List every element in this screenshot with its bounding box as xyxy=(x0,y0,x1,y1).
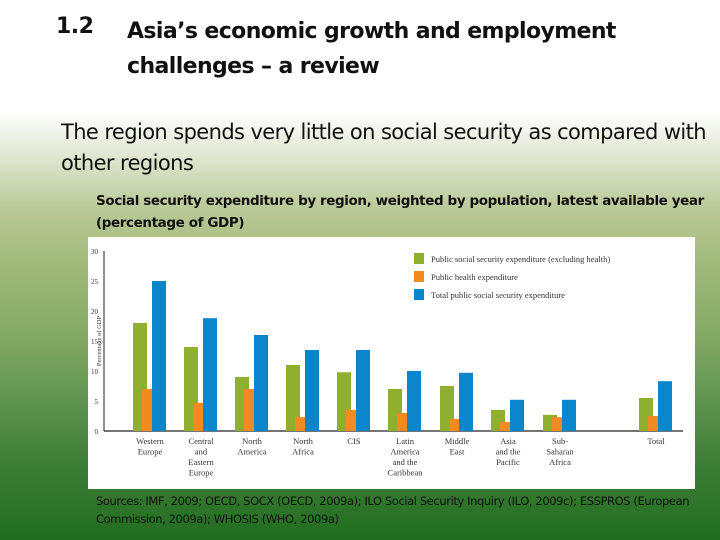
x-tick-label: Latin xyxy=(396,436,415,446)
y-tick-label: 25 xyxy=(91,278,99,286)
y-axis: 0 5 10 15 20 25 30 Percentage of GDP xyxy=(91,248,683,436)
bar-group xyxy=(388,371,421,431)
bar-health xyxy=(500,422,510,431)
legend-label: Public health expenditure xyxy=(431,272,518,282)
bar-health xyxy=(244,389,254,431)
y-tick-label: 5 xyxy=(95,398,99,406)
chart-legend: Public social security expenditure (excl… xyxy=(414,253,610,300)
x-tick-label: America xyxy=(390,447,419,457)
x-tick-label: Eastern xyxy=(188,457,214,467)
bar-health xyxy=(648,416,658,431)
bar-total xyxy=(356,350,370,431)
bar-total xyxy=(203,318,217,431)
x-tick-label: Europe xyxy=(138,447,163,457)
section-number: 1.2 xyxy=(56,14,94,39)
x-tick-label: Western xyxy=(136,436,164,446)
bar-total xyxy=(407,371,421,431)
bar-health xyxy=(346,410,356,431)
x-tick-label: Saharan xyxy=(546,447,574,457)
sources-note: Sources: IMF, 2009; OECD, SOCX (OECD, 20… xyxy=(96,494,690,526)
bar-social-security xyxy=(286,365,300,431)
x-tick-label: North xyxy=(242,436,263,446)
y-tick-label: 20 xyxy=(91,308,99,316)
bar-health xyxy=(552,417,562,431)
bars xyxy=(133,281,672,431)
bar-group xyxy=(440,372,473,431)
x-tick-label: Middle xyxy=(445,436,470,446)
bar-total xyxy=(459,372,473,431)
slide-title: Asia’s economic growth and employment ch… xyxy=(127,19,616,79)
x-axis-labels: WesternEuropeCentralandEasternEuropeNort… xyxy=(136,436,665,478)
bar-health xyxy=(193,402,203,431)
y-tick-label: 0 xyxy=(95,428,99,436)
x-tick-label: Europe xyxy=(189,468,214,478)
bar-group xyxy=(543,399,576,431)
bar-group xyxy=(491,399,524,431)
bar-total xyxy=(510,399,524,431)
bar-health xyxy=(449,419,459,431)
bar-group xyxy=(235,335,268,431)
x-tick-label: North xyxy=(293,436,314,446)
legend-swatch xyxy=(414,289,424,300)
y-tick-label: 30 xyxy=(91,248,99,256)
x-tick-label: Caribbean xyxy=(388,468,424,478)
bar-total xyxy=(658,381,672,431)
bar-total xyxy=(562,399,576,431)
bar-total xyxy=(152,281,166,431)
x-tick-label: Africa xyxy=(549,457,571,467)
x-tick-label: Central xyxy=(188,436,214,446)
bar-group xyxy=(184,318,217,431)
x-tick-label: Sub- xyxy=(552,436,568,446)
x-tick-label: America xyxy=(237,447,266,457)
chart-container: 0 5 10 15 20 25 30 Percentage of GDP Western Eur… xyxy=(88,237,695,489)
x-tick-label: and xyxy=(195,447,208,457)
legend-swatch xyxy=(414,271,424,282)
bar-health xyxy=(295,417,305,431)
bar-health xyxy=(142,389,152,431)
bar-total xyxy=(254,335,268,431)
x-tick-label: East xyxy=(450,447,465,457)
x-tick-label: Pacific xyxy=(496,457,520,467)
bar-health xyxy=(397,413,407,431)
x-tick-label: and the xyxy=(496,447,521,457)
bar-group xyxy=(337,350,370,431)
x-tick-label: Africa xyxy=(292,447,314,457)
legend-swatch xyxy=(414,253,424,264)
slide-subtitle: The region spends very little on social … xyxy=(61,120,707,175)
x-tick-label: CIS xyxy=(347,436,361,446)
chart-caption: Social security expenditure by region, w… xyxy=(96,193,704,231)
bar-group xyxy=(639,381,672,431)
x-tick-label: and the xyxy=(393,457,418,467)
y-tick-label: 10 xyxy=(91,368,99,376)
bar-group xyxy=(286,350,319,431)
x-tick-label: Total xyxy=(647,436,665,446)
bar-group xyxy=(133,281,166,431)
legend-label: Public social security expenditure (excl… xyxy=(431,254,610,264)
x-tick-label: Asia xyxy=(500,436,516,446)
bar-total xyxy=(305,350,319,431)
y-tick-label: 15 xyxy=(91,338,99,346)
y-axis-label: Percentage of GDP xyxy=(96,316,103,367)
legend-label: Total public social security expenditure xyxy=(431,290,565,300)
